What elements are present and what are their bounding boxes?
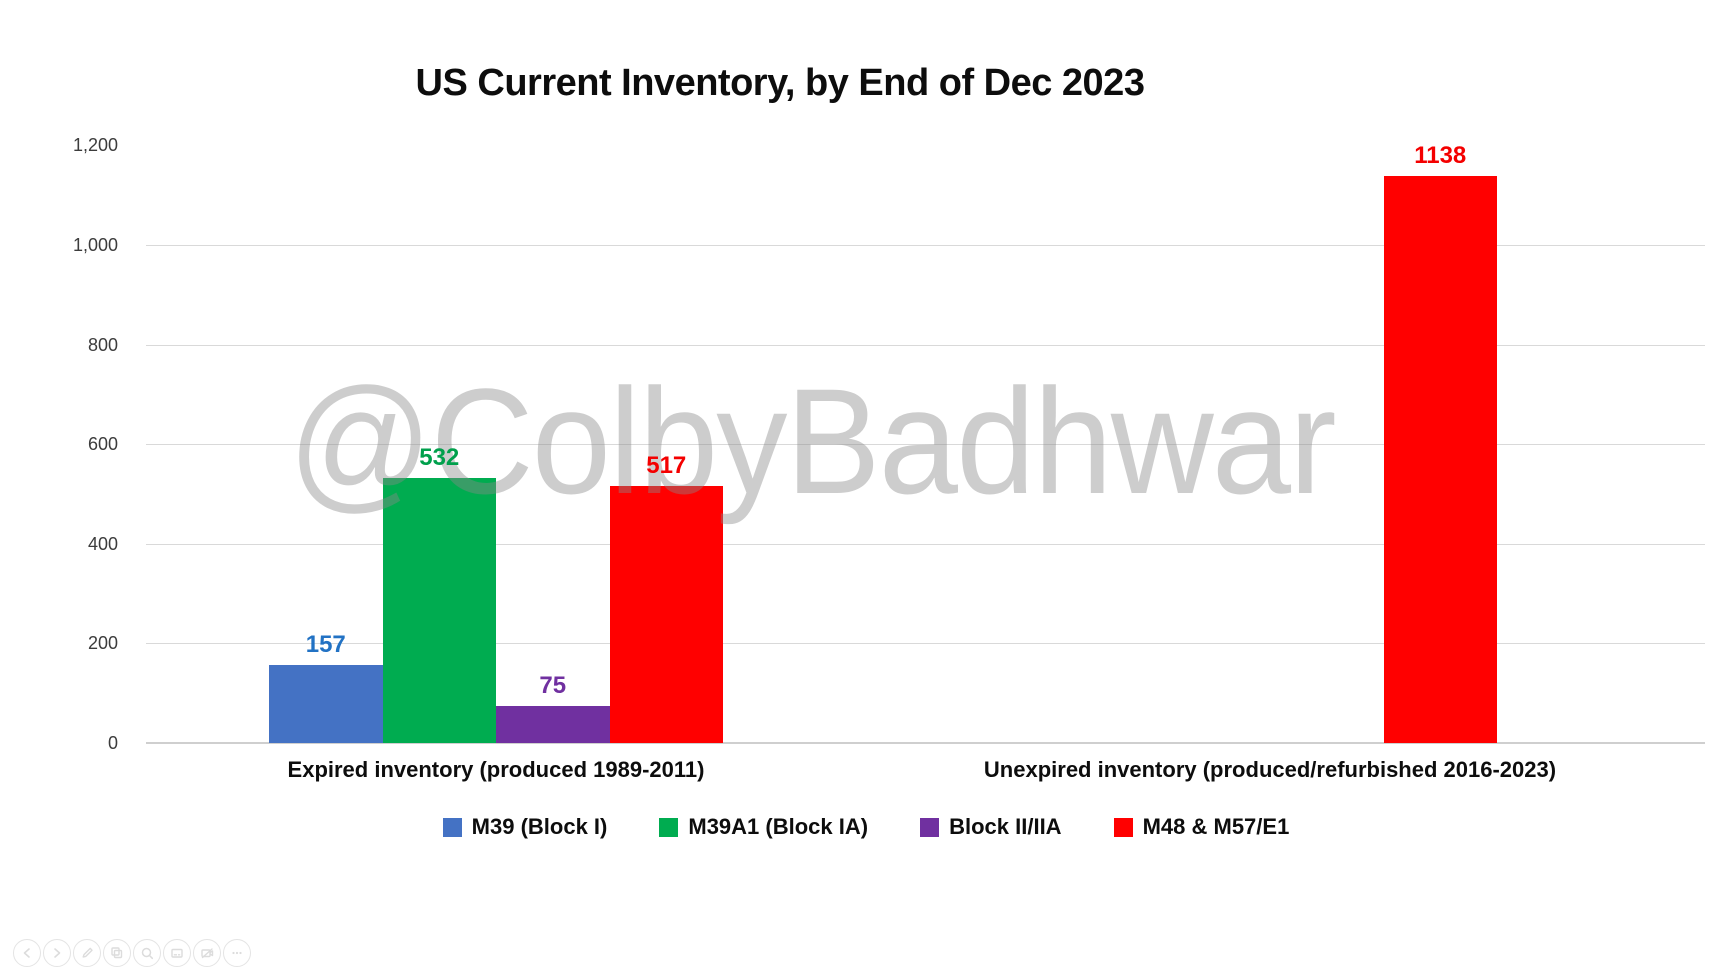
legend-swatch-block-ii-iia [920, 817, 940, 837]
next-button[interactable] [43, 939, 71, 967]
edit-button[interactable] [73, 939, 101, 967]
y-axis-tick-label-600: 600 [87, 434, 118, 455]
copy-icon [111, 947, 123, 959]
bar-m48-m57-e1-cat0 [609, 485, 723, 743]
gridline-200 [146, 643, 1705, 645]
x-axis-category-expired: Expired inventory (produced 1989-2011) [287, 757, 705, 782]
y-axis-tick-label-400: 400 [87, 533, 118, 554]
bar-block-ii-iia-cat0 [496, 705, 610, 743]
bar-value-m48-m57-e1-cat1: 1138 [1414, 142, 1467, 170]
bar-m39-block-i-cat0 [269, 664, 383, 743]
pencil-icon [82, 947, 93, 958]
legend-item-block-ii-iia: Block II/IIA [920, 814, 1062, 839]
video-off-button[interactable] [193, 939, 221, 967]
legend-swatch-m48-m57-e1 [1113, 817, 1133, 837]
previous-icon [23, 948, 30, 958]
ellipsis-icon [232, 951, 242, 955]
x-axis-line [146, 742, 1705, 744]
gridline-400 [146, 543, 1705, 545]
copy-button[interactable] [103, 939, 131, 967]
video-off-icon [201, 948, 214, 959]
bar-value-m48-m57-e1-cat0: 517 [646, 451, 687, 479]
y-axis-tick-label-800: 800 [87, 334, 118, 355]
y-axis-tick-label-200: 200 [87, 633, 118, 654]
chart-legend: M39 (Block I) M39A1 (Block IA) Block II/II… [0, 815, 1732, 839]
bar-value-m39-block-i-cat0: 157 [305, 630, 346, 658]
legend-label-m48-m57-e1: M48 & M57/E1 [1142, 814, 1290, 839]
next-icon [54, 948, 61, 958]
y-axis-tick-label-1000: 1,000 [72, 235, 118, 255]
caption-card-button[interactable] [163, 939, 191, 967]
gridline-800 [146, 344, 1705, 346]
bar-m39a1-block-ia-cat0 [382, 478, 496, 743]
y-axis-tick-label-0: 0 [107, 733, 118, 753]
bar-m48-m57-e1-cat1 [1383, 176, 1497, 743]
legend-item-m39a1-block-ia: M39A1 (Block IA) [659, 815, 868, 839]
more-button[interactable] [223, 939, 251, 967]
legend-swatch-m39-block-i [442, 817, 462, 837]
caption-card-icon [171, 948, 183, 958]
gridline-600 [146, 444, 1705, 446]
gridline-1000 [146, 245, 1705, 246]
zoom-button[interactable] [133, 939, 161, 967]
legend-swatch-m39a1-block-ia [659, 817, 679, 837]
bar-value-block-ii-iia-cat0: 75 [539, 671, 567, 699]
x-axis-category-unexpired: Unexpired inventory (produced/refurbishe… [983, 757, 1557, 782]
previous-button[interactable] [13, 939, 41, 967]
legend-item-m39-block-i: M39 (Block I) [442, 814, 608, 839]
bar-value-m39a1-block-ia-cat0: 532 [419, 444, 460, 472]
y-axis-tick-label-1200: 1,200 [72, 135, 118, 156]
legend-label-block-ii-iia: Block II/IIA [949, 814, 1062, 839]
legend-item-m48-m57-e1: M48 & M57/E1 [1113, 814, 1290, 839]
legend-label-m39a1-block-ia: M39A1 (Block IA) [688, 814, 869, 839]
chart-title: US Current Inventory, by End of Dec 2023 [415, 62, 1145, 104]
magnifier-icon [141, 947, 154, 960]
legend-label-m39-block-i: M39 (Block I) [471, 814, 608, 839]
